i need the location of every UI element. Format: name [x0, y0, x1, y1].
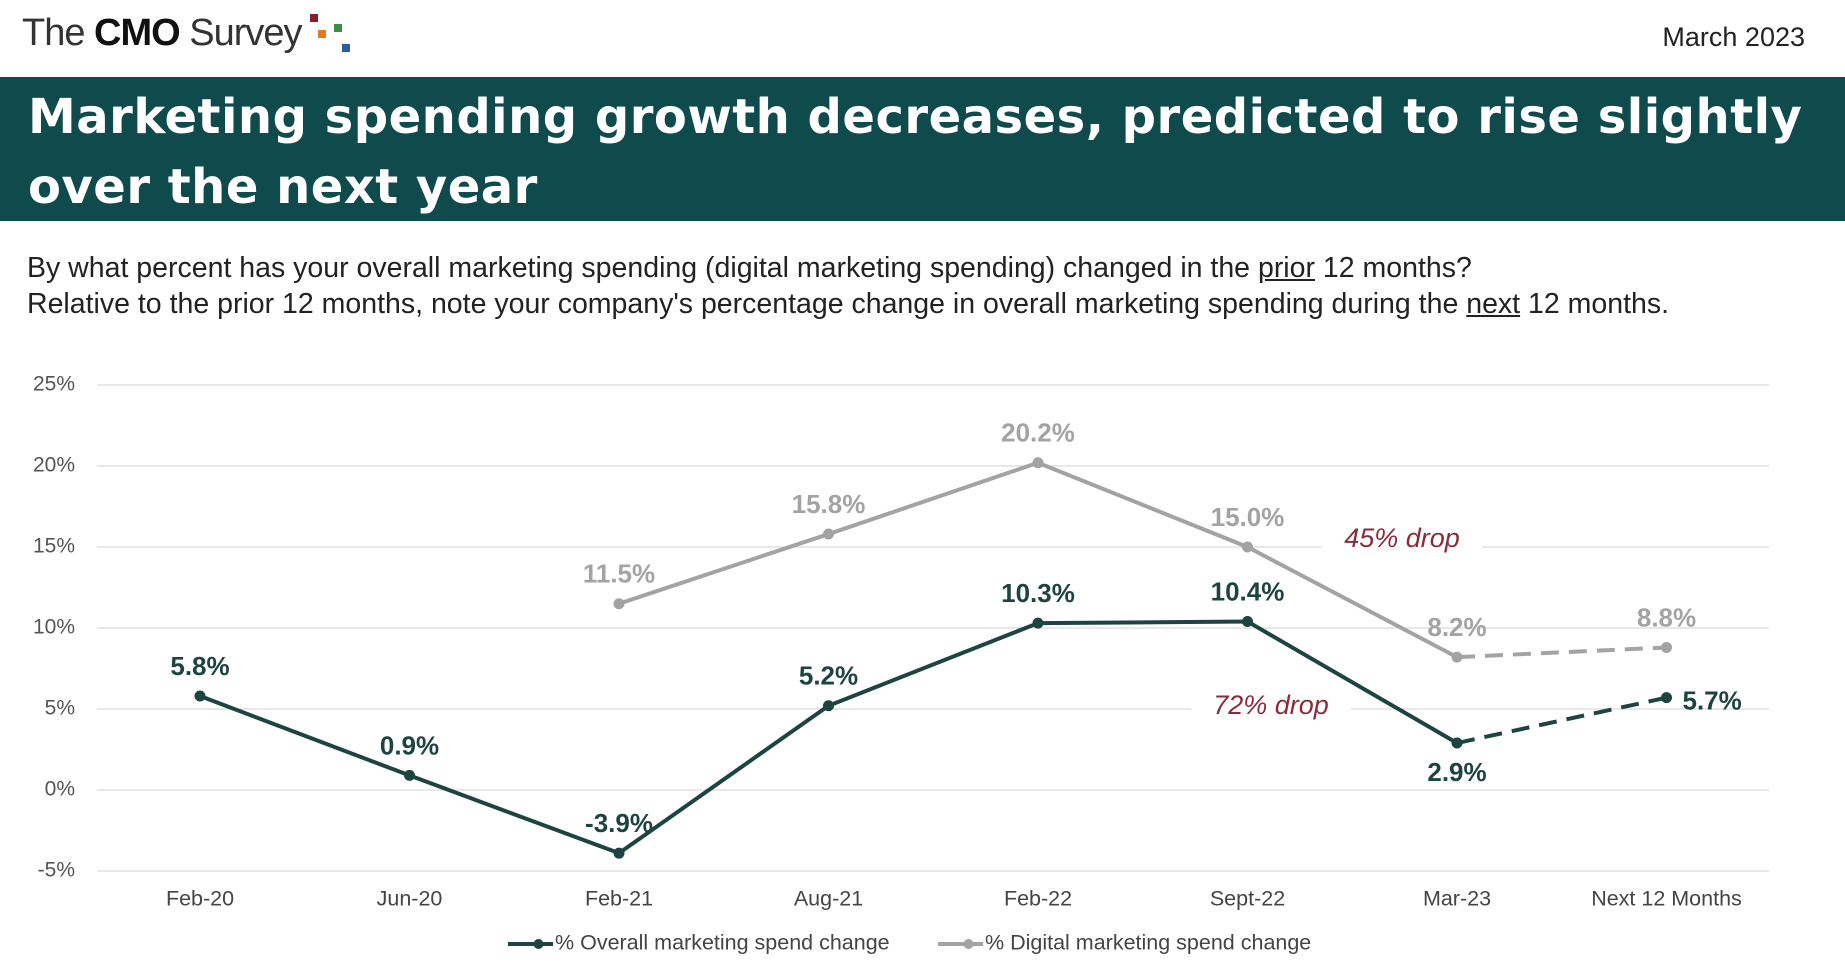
- point: [1451, 737, 1463, 749]
- line-forecast: [1456, 645, 1667, 660]
- legend-label: % Overall marketing spend change: [555, 931, 890, 955]
- point: [613, 598, 625, 610]
- question-emphasis: prior: [1257, 252, 1315, 284]
- y-tick-label: -5%: [38, 859, 75, 882]
- y-tick-label: 5%: [45, 697, 75, 720]
- legend-marker: [533, 939, 544, 949]
- question-text: 12 months?: [1314, 252, 1472, 284]
- data-label: -3.9%: [585, 808, 653, 838]
- logo-square: [310, 14, 318, 22]
- x-tick-label: Feb-21: [585, 887, 653, 911]
- data-label: 5.2%: [799, 661, 858, 691]
- data-label: 15.8%: [792, 489, 866, 519]
- date: March 2023: [1662, 22, 1805, 52]
- data-label: 0.9%: [380, 730, 439, 760]
- point: [1032, 457, 1044, 469]
- data-label: 8.2%: [1427, 612, 1486, 642]
- x-tick-label: Feb-20: [166, 887, 234, 911]
- point: [823, 528, 834, 540]
- data-label: 20.2%: [1001, 418, 1075, 448]
- logo-text: CMO: [94, 12, 181, 54]
- question: By what percent has your overall marketi…: [27, 252, 1472, 285]
- point: [404, 769, 415, 781]
- annotation-bg: [1322, 522, 1482, 558]
- y-tick-label: 20%: [33, 454, 75, 477]
- question-text: By what percent has your overall marketi…: [27, 252, 1258, 284]
- point: [823, 700, 834, 712]
- question-emphasis: next: [1466, 288, 1521, 320]
- annotation-bg: [1191, 689, 1351, 725]
- point: [613, 847, 625, 859]
- legend-label: % Digital marketing spend change: [985, 931, 1311, 955]
- annotation: 72% drop: [1213, 690, 1329, 720]
- title: Marketing spending growth decreases, pre…: [28, 82, 1828, 222]
- point: [1032, 617, 1044, 629]
- point: [1661, 641, 1672, 653]
- data-label: 2.9%: [1427, 757, 1486, 787]
- logo-square: [334, 24, 342, 32]
- y-tick-label: 0%: [45, 778, 75, 801]
- x-tick-label: Mar-23: [1423, 887, 1491, 911]
- logo-square: [318, 30, 326, 38]
- x-tick-label: Jun-20: [377, 887, 443, 911]
- data-label: 11.5%: [583, 559, 655, 589]
- data-label: 10.4%: [1211, 576, 1285, 606]
- logo-text: The: [22, 12, 95, 54]
- data-label: 15.0%: [1211, 502, 1285, 532]
- point: [194, 690, 206, 702]
- data-label: 5.8%: [170, 651, 229, 681]
- x-tick-label: Next 12 Months: [1591, 887, 1742, 911]
- logo: The CMO Survey: [22, 12, 303, 55]
- question-text: 12 months.: [1520, 288, 1670, 320]
- point: [1451, 651, 1463, 663]
- title-line: Marketing spending growth decreases, pre…: [28, 89, 1803, 145]
- title-band: [0, 77, 1845, 221]
- title-line: over the next year: [28, 159, 538, 215]
- annotation: 45% drop: [1344, 523, 1460, 553]
- logo-square: [342, 44, 350, 52]
- question: Relative to the prior 12 months, note yo…: [27, 288, 1669, 321]
- data-label: 5.7%: [1683, 686, 1742, 716]
- point: [1242, 616, 1253, 628]
- x-tick-label: Aug-21: [794, 887, 863, 911]
- y-tick-label: 10%: [33, 616, 75, 639]
- legend-marker: [963, 939, 974, 949]
- x-tick-label: Sept-22: [1210, 887, 1285, 911]
- point: [1242, 541, 1253, 553]
- data-label: 10.3%: [1001, 578, 1075, 608]
- y-tick-label: 25%: [33, 373, 75, 396]
- line-forecast: [1456, 695, 1667, 745]
- x-tick-label: Feb-22: [1004, 887, 1072, 911]
- question-text: Relative to the prior 12 months, note yo…: [27, 288, 1467, 320]
- data-label: 8.8%: [1637, 602, 1696, 632]
- y-tick-label: 15%: [33, 535, 75, 558]
- point: [1661, 692, 1672, 704]
- logo-text: Survey: [179, 12, 302, 54]
